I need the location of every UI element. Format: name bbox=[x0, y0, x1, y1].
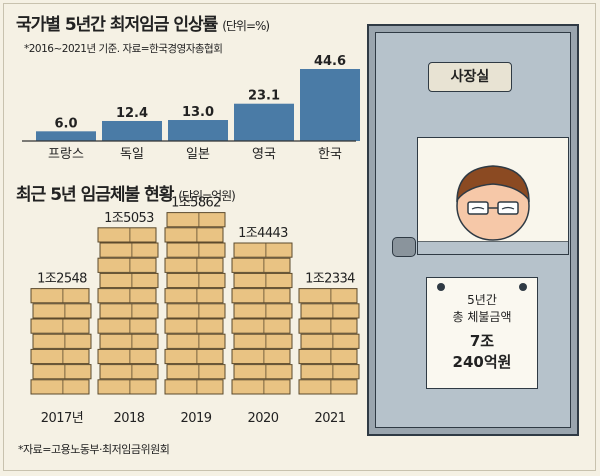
value-label: 1조4443 bbox=[238, 226, 288, 241]
money-bundle bbox=[166, 303, 226, 319]
value-label: 1조2334 bbox=[305, 272, 355, 287]
category-label: 2020 bbox=[247, 411, 278, 426]
bar bbox=[300, 69, 360, 141]
money-bundle bbox=[166, 272, 226, 289]
unpaid-total-sign: 5년간 총 체불금액 7조 240억원 bbox=[426, 277, 538, 389]
money-bundle bbox=[233, 364, 293, 380]
money-bundle bbox=[298, 379, 358, 395]
sign-line-3: 7조 bbox=[469, 332, 495, 350]
money-bundle bbox=[97, 257, 157, 273]
value-label: 23.1 bbox=[248, 89, 280, 104]
category-label: 영국 bbox=[252, 147, 276, 162]
chart2-unit: (단위=억원) bbox=[178, 189, 236, 203]
money-bundle bbox=[97, 348, 157, 365]
bar bbox=[36, 131, 96, 141]
money-bundle bbox=[97, 227, 157, 243]
boss-face-icon bbox=[418, 165, 568, 254]
money-bundle bbox=[32, 303, 92, 319]
money-bundle bbox=[231, 379, 291, 395]
door-nameplate: 사장실 bbox=[428, 62, 512, 92]
value-label: 6.0 bbox=[54, 116, 77, 131]
bar bbox=[168, 120, 228, 141]
door-window bbox=[417, 137, 569, 255]
money-bundle bbox=[164, 379, 224, 395]
money-bundle bbox=[166, 242, 226, 258]
value-label: 1조5862 bbox=[171, 196, 221, 211]
chart1-title: 국가별 5년간 최저임금 인상률 (단위=%) bbox=[16, 15, 270, 35]
money-bundle bbox=[233, 242, 293, 258]
money-bundle bbox=[233, 272, 293, 289]
chart2-title: 최근 5년 임금체불 현황 (단위=억원) bbox=[16, 185, 236, 205]
money-bundle bbox=[99, 242, 159, 258]
value-label: 13.0 bbox=[182, 105, 214, 120]
money-bundle bbox=[233, 333, 293, 349]
money-bundle bbox=[166, 364, 226, 380]
money-bundle bbox=[298, 288, 358, 304]
infographic-frame bbox=[3, 3, 596, 471]
money-bundle bbox=[164, 288, 224, 304]
chart1-unit: (단위=%) bbox=[222, 19, 270, 33]
pin-icon bbox=[519, 283, 527, 291]
money-bundle bbox=[32, 333, 92, 349]
sign-line-4: 240억원 bbox=[452, 353, 512, 371]
money-bundle bbox=[300, 303, 360, 319]
money-bundle bbox=[97, 379, 157, 395]
value-label: 12.4 bbox=[116, 106, 148, 121]
money-bundle bbox=[99, 333, 159, 349]
money-bundle bbox=[231, 318, 291, 334]
money-bundle bbox=[300, 364, 360, 380]
category-label: 2018 bbox=[113, 411, 144, 426]
money-bundle bbox=[231, 257, 291, 273]
money-bundle bbox=[32, 364, 92, 380]
category-label: 2017년 bbox=[41, 411, 84, 426]
money-bundle bbox=[233, 303, 293, 319]
pin-icon bbox=[437, 283, 445, 291]
source-note: *자료=고용노동부·최저임금위원회 bbox=[18, 443, 170, 456]
category-label: 한국 bbox=[318, 147, 342, 162]
money-bundle bbox=[30, 318, 90, 334]
money-bundle bbox=[164, 318, 224, 334]
chart1-note: *2016~2021년 기준. 자료=한국경영자총협회 bbox=[24, 43, 223, 55]
money-bundle bbox=[30, 288, 90, 304]
money-bundle bbox=[97, 318, 157, 334]
category-label: 일본 bbox=[186, 147, 210, 162]
money-bundle bbox=[99, 364, 159, 380]
category-label: 2019 bbox=[180, 411, 211, 426]
money-bundle bbox=[164, 348, 224, 365]
money-bundle bbox=[300, 333, 360, 349]
bar bbox=[234, 103, 294, 141]
money-bundle bbox=[231, 288, 291, 304]
sign-line-2: 총 체불금액 bbox=[452, 310, 512, 324]
money-bundle bbox=[298, 348, 358, 365]
door-panel: 사장실 5년간 총 체불금액 7조 240억원 bbox=[375, 32, 571, 428]
money-bundle bbox=[166, 333, 226, 349]
money-bundle bbox=[99, 272, 159, 289]
door-handle bbox=[392, 237, 416, 257]
money-bundle bbox=[30, 348, 90, 365]
bar bbox=[102, 120, 162, 141]
category-label: 프랑스 bbox=[48, 147, 84, 162]
value-label: 44.6 bbox=[314, 54, 346, 69]
boss-office-door: 사장실 5년간 총 체불금액 7조 240억원 bbox=[367, 24, 579, 436]
sign-line-1: 5년간 bbox=[467, 293, 497, 307]
money-bundle bbox=[164, 257, 224, 273]
money-bundle bbox=[164, 227, 224, 243]
category-label: 독일 bbox=[120, 147, 144, 162]
money-bundle bbox=[97, 288, 157, 304]
money-bundle bbox=[298, 318, 358, 334]
money-bundle bbox=[166, 212, 226, 228]
money-bundle bbox=[99, 303, 159, 319]
money-bundle bbox=[30, 379, 90, 395]
money-bundle bbox=[231, 348, 291, 365]
value-label: 1조5053 bbox=[104, 211, 154, 226]
value-label: 1조2548 bbox=[37, 272, 87, 287]
category-label: 2021 bbox=[314, 411, 345, 426]
